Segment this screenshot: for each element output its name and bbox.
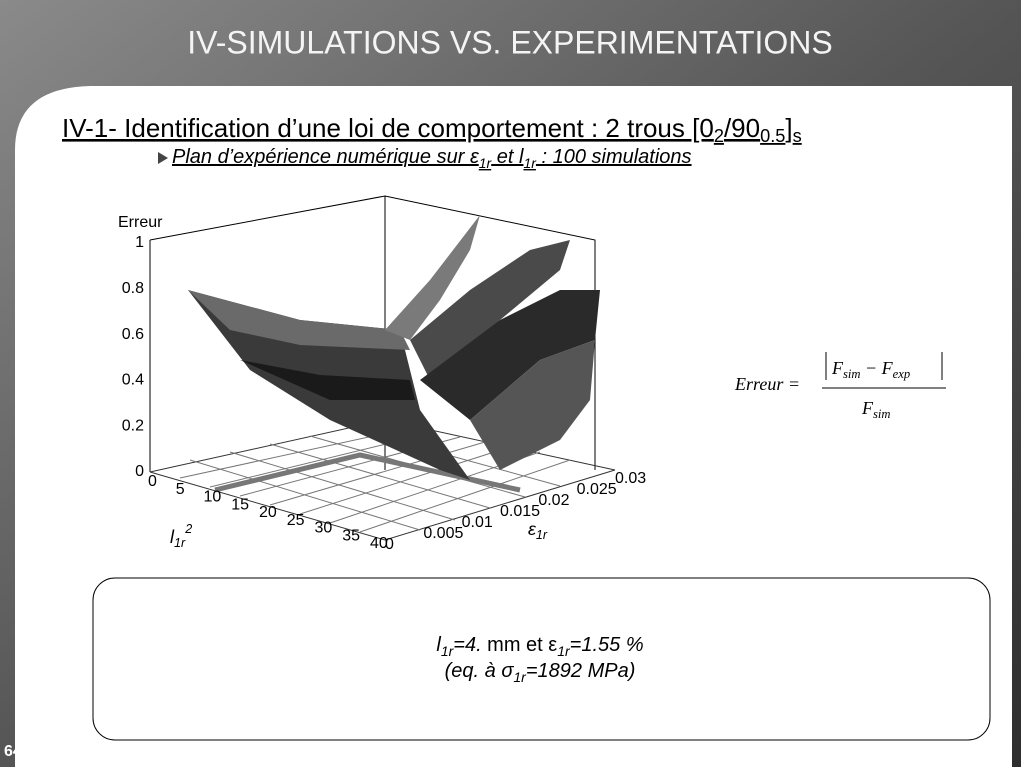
result-sub: 1r bbox=[557, 643, 571, 659]
surface bbox=[188, 215, 600, 480]
x-tick-label: 20 bbox=[259, 504, 277, 521]
y-tick-label: 0 bbox=[385, 536, 394, 553]
den-text: F bbox=[861, 398, 874, 418]
z-tick-label: 0.4 bbox=[122, 372, 144, 389]
z-tick-label: 1 bbox=[135, 234, 144, 251]
bullet bbox=[158, 152, 168, 164]
title-text: IV-1- Identification d’une loi de compor… bbox=[62, 113, 714, 143]
subtitle-sub: 1r bbox=[479, 155, 493, 171]
formula-denominator: Fsim bbox=[861, 398, 891, 421]
x-tick-label: 15 bbox=[231, 496, 249, 513]
surface-face bbox=[188, 290, 410, 350]
result-line-2: (eq. à σ1r=1892 MPa) bbox=[445, 660, 636, 684]
x-axis-label: l1r2 bbox=[170, 522, 192, 550]
title-text: /90 bbox=[724, 113, 760, 143]
subtitle-text: et l bbox=[491, 146, 524, 168]
result-text: (eq. à σ bbox=[445, 660, 515, 682]
num-text: − F bbox=[861, 358, 894, 378]
result-sub: 1r bbox=[441, 643, 455, 659]
x-tick-label: 10 bbox=[204, 489, 222, 506]
z-tick-label: 0 bbox=[135, 463, 144, 480]
surface-face bbox=[470, 340, 595, 470]
title-sub: 2 bbox=[714, 126, 724, 146]
y-label-sub: 1r bbox=[536, 528, 548, 542]
result-sub: 1r bbox=[513, 669, 527, 685]
y-tick-label: 0.03 bbox=[615, 470, 646, 487]
y-label-text: ε bbox=[528, 519, 537, 539]
title-sub: s bbox=[793, 126, 802, 146]
surface-face bbox=[410, 240, 570, 380]
x-tick-label: 25 bbox=[287, 512, 305, 529]
y-tick-label: 0.005 bbox=[423, 525, 463, 542]
section-title: IV-1- Identification d’une loi de compor… bbox=[62, 113, 802, 146]
title-sub: 0.5 bbox=[760, 126, 785, 146]
num-sub: exp bbox=[893, 367, 910, 381]
x-label-sub: 1r bbox=[174, 536, 186, 550]
y-tick-label: 0.02 bbox=[538, 492, 569, 509]
surface-face bbox=[385, 215, 480, 340]
subtitle-sub: 1r bbox=[523, 155, 537, 171]
y-tick-label: 0.025 bbox=[577, 481, 617, 498]
num-text: F bbox=[831, 358, 844, 378]
z-tick-label: 0.6 bbox=[122, 326, 144, 343]
surface-face bbox=[240, 360, 415, 400]
x-tick-label: 40 bbox=[370, 535, 388, 552]
formula-lhs: Erreur = bbox=[734, 374, 800, 394]
result-text: =4. bbox=[453, 634, 481, 656]
y-tick-label: 0.015 bbox=[500, 503, 540, 520]
surface-face bbox=[420, 290, 600, 420]
subtitle: Plan d’expérience numérique sur ε1r et l… bbox=[172, 146, 692, 170]
formula-numerator: Fsim − Fexp bbox=[831, 358, 910, 381]
x-label-text: l bbox=[170, 527, 175, 547]
result-text: =1.55 % bbox=[570, 634, 644, 656]
result-line-1: l1r=4. mm et ε1r=1.55 % bbox=[436, 634, 643, 658]
z-tick-label: 0.8 bbox=[122, 280, 144, 297]
subtitle-text: Plan d’expérience numérique sur ε bbox=[172, 146, 480, 168]
title-text: ] bbox=[785, 113, 792, 143]
result-box bbox=[92, 577, 991, 741]
subtitle-text: : 100 simulations bbox=[536, 146, 692, 168]
x-label-sup: 2 bbox=[184, 522, 192, 536]
page-number: 64 bbox=[4, 743, 22, 760]
header-title: IV-SIMULATIONS VS. EXPERIMENTATIONS bbox=[187, 24, 832, 60]
x-tick-label: 5 bbox=[176, 481, 185, 498]
result-text: l bbox=[436, 634, 441, 656]
x-tick-label: 35 bbox=[342, 527, 360, 544]
z-axis-label: Erreur bbox=[118, 214, 163, 231]
x-tick-label: 30 bbox=[315, 520, 333, 537]
y-axis-label: ε1r bbox=[528, 519, 548, 543]
formula-lines bbox=[822, 352, 946, 389]
num-sub: sim bbox=[843, 367, 861, 381]
y-tick-label: 0.01 bbox=[462, 514, 493, 531]
x-tick-label: 0 bbox=[148, 473, 157, 490]
result-text: mm et ε bbox=[482, 634, 558, 656]
den-sub: sim bbox=[873, 407, 891, 421]
z-tick-label: 0.2 bbox=[122, 417, 144, 434]
result-text: =1892 MPa) bbox=[526, 660, 636, 682]
